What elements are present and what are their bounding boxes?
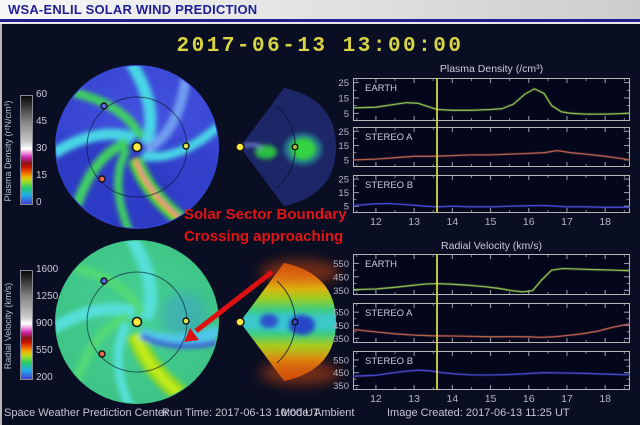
y-tick-label: 25 <box>338 127 349 138</box>
y-tick-label: 15 <box>338 141 349 152</box>
colorbar-tick-label: 900 <box>36 318 53 329</box>
radial-velocity-series-line-earth <box>352 267 631 293</box>
radial-velocity-series-line-stereo-a <box>352 323 631 339</box>
series-label: STEREO B <box>365 180 413 191</box>
velocity-colorbar <box>20 270 33 380</box>
y-tick-label: 5 <box>344 202 349 213</box>
radial-velocity-chart-title: Radial Velocity (km/s) <box>441 240 542 252</box>
colorbar-tick-label: 30 <box>36 143 48 154</box>
page-header: WSA-ENLIL SOLAR WIND PREDICTION <box>0 0 640 19</box>
x-tick-label: 16 <box>523 393 535 405</box>
plasma-density-panel-stereo-a: 5 15 25 STEREO A <box>338 127 631 167</box>
plasma-density-series-line-stereo-a <box>352 149 631 161</box>
radial-velocity-panel-earth: 350 450 550 EARTH <box>333 254 631 297</box>
status-image-created: Image Created: 2017-06-13 11:25 UT <box>387 407 570 419</box>
y-tick-label: 5 <box>344 155 349 166</box>
series-label: STEREO A <box>365 308 413 319</box>
status-run-time: Run Time: 2017-06-13 10:00 UT <box>162 407 320 419</box>
frame-timestamp: 2017-06-13 13:00:00 <box>176 35 464 58</box>
plasma-density-chart-title: Plasma Density (/cm³) <box>439 63 544 75</box>
density-colorbar <box>20 95 33 205</box>
header-rule <box>0 19 640 22</box>
x-tick-label: 15 <box>485 393 497 405</box>
radial-velocity-series-line-stereo-b <box>352 369 631 377</box>
colorbar-tick-label: 550 <box>36 345 53 356</box>
radial-velocity-time-marker <box>436 254 439 390</box>
x-tick-label: 13 <box>408 216 420 228</box>
status-bar: Space Weather Prediction Center Run Time… <box>0 407 640 423</box>
colorbar-tick-label: 1600 <box>36 264 59 275</box>
plasma-density-panel-stereo-b: 5 15 25 STEREO B <box>338 175 630 213</box>
y-tick-label: 550 <box>333 308 349 319</box>
plasma-density-panel-earth: 5 15 25 EARTH <box>338 78 631 121</box>
x-tick-label: 13 <box>408 393 420 405</box>
annotation-line-2: Crossing approaching <box>184 228 344 245</box>
colorbar-tick-label: 60 <box>36 89 48 100</box>
y-tick-label: 25 <box>338 175 349 186</box>
y-tick-label: 350 <box>333 381 349 392</box>
y-tick-label: 450 <box>333 321 349 332</box>
y-tick-label: 450 <box>333 272 349 283</box>
y-tick-label: 550 <box>333 259 349 270</box>
series-label: STEREO A <box>365 132 413 143</box>
y-tick-label: 25 <box>338 78 349 89</box>
x-tick-label: 14 <box>446 393 458 405</box>
colorbar-tick-label: 0 <box>36 197 42 208</box>
colorbar-tick-label: 200 <box>36 372 53 383</box>
x-tick-label: 18 <box>599 216 611 228</box>
x-tick-label: 15 <box>485 216 497 228</box>
x-tick-label: 12 <box>370 393 382 405</box>
y-tick-label: 350 <box>333 334 349 345</box>
radial-velocity-x-axis-labels: 12 13 14 15 16 17 18 <box>370 393 611 405</box>
page-title: WSA-ENLIL SOLAR WIND PREDICTION <box>8 2 258 17</box>
x-tick-label: 17 <box>561 216 573 228</box>
annotation-line-1: Solar Sector Boundary <box>184 206 347 223</box>
plasma-density-time-marker <box>436 78 439 213</box>
y-tick-label: 5 <box>344 109 349 120</box>
x-tick-label: 14 <box>446 216 458 228</box>
status-mode: Mode: Ambient <box>281 407 355 419</box>
colorbar-tick-label: 45 <box>36 116 48 127</box>
header-divider <box>0 22 640 24</box>
plasma-density-series-line-stereo-b <box>352 202 630 208</box>
radial-velocity-panel-stereo-a: 350 450 550 STEREO A <box>333 303 631 345</box>
radial-velocity-panel-stereo-b: 350 450 550 STEREO B <box>333 351 631 392</box>
plasma-density-x-axis-labels: 12 13 14 15 16 17 18 <box>370 216 611 228</box>
annotation-text: Solar Sector Boundary Crossing approachi… <box>184 204 347 248</box>
x-tick-label: 12 <box>370 216 382 228</box>
colorbar-tick-label: 1250 <box>36 291 59 302</box>
y-tick-label: 550 <box>333 355 349 366</box>
y-tick-label: 450 <box>333 368 349 379</box>
y-tick-label: 15 <box>338 93 349 104</box>
y-tick-label: 350 <box>333 286 349 297</box>
window-left-edge <box>0 24 2 425</box>
x-tick-label: 17 <box>561 393 573 405</box>
x-tick-label: 16 <box>523 216 535 228</box>
y-tick-label: 15 <box>338 188 349 199</box>
series-label: EARTH <box>365 259 397 270</box>
series-label: EARTH <box>365 83 397 94</box>
status-center-name: Space Weather Prediction Center <box>4 407 168 419</box>
colorbar-tick-label: 15 <box>36 170 48 181</box>
x-tick-label: 18 <box>599 393 611 405</box>
plasma-density-series-line-earth <box>352 88 631 115</box>
series-label: STEREO B <box>365 356 413 367</box>
